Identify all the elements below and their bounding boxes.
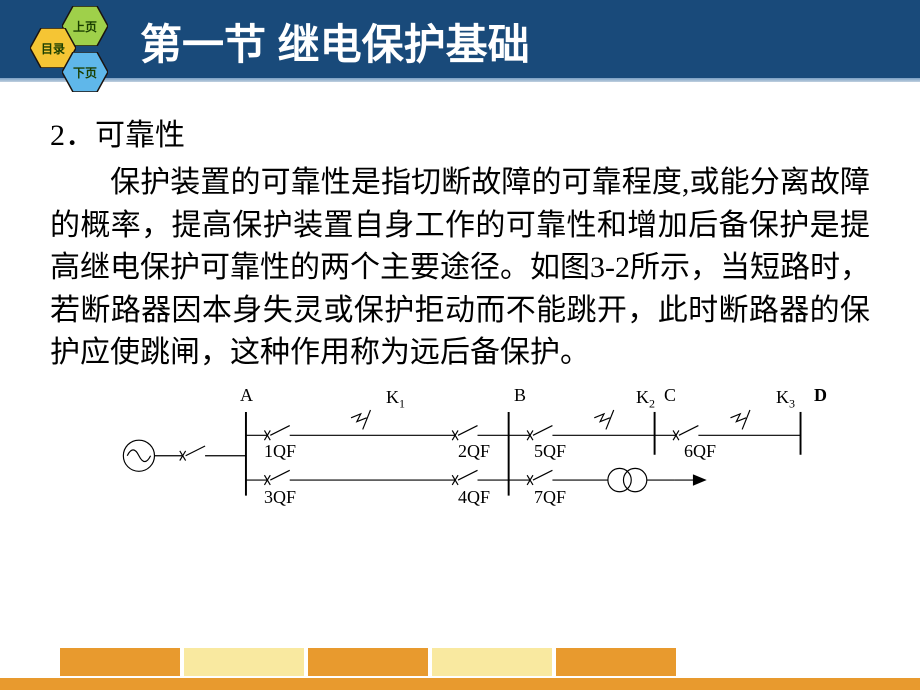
footer-block [308,648,428,676]
nav-index-label: 目录 [41,40,65,57]
footer-block [60,648,180,676]
breaker-3qf-label: 3QF [264,487,296,508]
circuit-diagram: A B C D K1 K2 K3 1QF 2QF 3QF 4QF 5QF 6QF… [100,381,820,511]
footer-line [0,678,920,690]
fault-k2-label: K2 [636,387,655,412]
breaker-5qf-label: 5QF [534,441,566,462]
fault-k3-label: K3 [776,387,795,412]
fault-k1-icon [351,410,370,429]
body-text-inner: 保护装置的可靠性是指切断故障的可靠程度,或能分离故障的概率，提高保护装置自身工作… [50,166,870,369]
fault-k2-icon [594,410,613,429]
content: 2．可靠性 保护装置的可靠性是指切断故障的可靠程度,或能分离故障的概率，提高保护… [0,82,920,511]
breaker-2qf-label: 2QF [458,441,490,462]
bus-a-label: A [240,385,253,406]
footer-blocks [60,648,920,676]
footer [0,648,920,690]
breaker-6qf-label: 6QF [684,441,716,462]
nav-up-label: 上页 [73,18,97,35]
breaker-7qf-label: 7QF [534,487,566,508]
section-number: 2．可靠性 [50,110,870,154]
breaker-4qf-label: 4QF [458,487,490,508]
fault-k3-icon [730,410,749,429]
footer-block [432,648,552,676]
footer-block [556,648,676,676]
page-title: 第一节 继电保护基础 [140,11,530,72]
body-text: 保护装置的可靠性是指切断故障的可靠程度,或能分离故障的概率，提高保护装置自身工作… [50,162,870,375]
nav-down-label: 下页 [73,64,97,81]
bus-b-label: B [514,385,526,406]
breaker-1qf-label: 1QF [264,441,296,462]
footer-block [184,648,304,676]
bus-d-label: D [814,385,827,406]
fault-k1-label: K1 [386,387,405,412]
header: 第一节 继电保护基础 [0,0,920,82]
nav-down-button[interactable]: 下页 [62,52,108,92]
bus-c-label: C [664,385,676,406]
